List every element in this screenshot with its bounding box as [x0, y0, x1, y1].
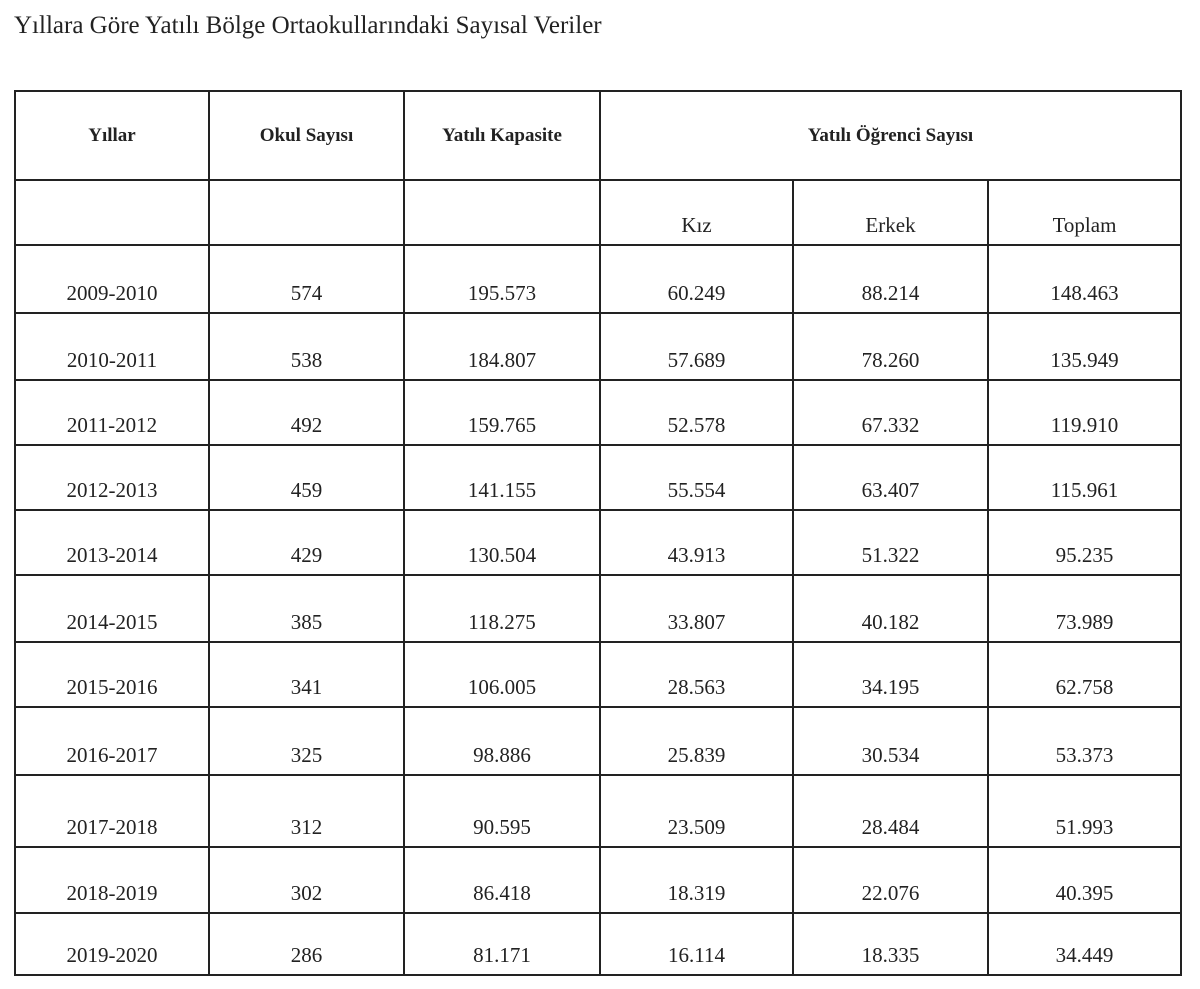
data-cell: 459: [208, 444, 405, 511]
subheader-row: Kız Erkek Toplam: [14, 179, 1182, 246]
subheader-cell: Kız: [599, 179, 794, 246]
empty-cell: [14, 179, 210, 246]
data-cell: 130.504: [403, 509, 601, 576]
header-cell: Yatılı Kapasite: [403, 90, 601, 181]
header-cell: Yıllar: [14, 90, 210, 181]
data-cell: 88.214: [792, 244, 989, 314]
data-cell: 2019-2020: [14, 912, 210, 976]
data-cell: 135.949: [987, 312, 1182, 381]
data-cell: 148.463: [987, 244, 1182, 314]
data-cell: 2016-2017: [14, 706, 210, 776]
header-row: Yıllar Okul Sayısı Yatılı Kapasite Yatılı Ö…: [14, 90, 1182, 181]
data-cell: 118.275: [403, 574, 601, 643]
data-row: 2014-2015 385 118.275 33.807 40.182 73.989: [14, 574, 1182, 643]
header-cell: Okul Sayısı: [208, 90, 405, 181]
data-cell: 286: [208, 912, 405, 976]
data-cell: 33.807: [599, 574, 794, 643]
data-cell: 34.449: [987, 912, 1182, 976]
data-cell: 2013-2014: [14, 509, 210, 576]
data-cell: 385: [208, 574, 405, 643]
table-title: Yıllara Göre Yatılı Bölge Ortaokullarınd…: [14, 12, 602, 39]
data-cell: 78.260: [792, 312, 989, 381]
data-row: 2012-2013 459 141.155 55.554 63.407 115.961: [14, 444, 1182, 511]
data-row: 2009-2010 574 195.573 60.249 88.214 148.463: [14, 244, 1182, 314]
data-cell: 18.319: [599, 846, 794, 914]
data-cell: 86.418: [403, 846, 601, 914]
data-cell: 90.595: [403, 774, 601, 848]
subheader-cell: Erkek: [792, 179, 989, 246]
data-cell: 312: [208, 774, 405, 848]
data-cell: 2011-2012: [14, 379, 210, 446]
data-cell: 23.509: [599, 774, 794, 848]
data-cell: 53.373: [987, 706, 1182, 776]
data-cell: 302: [208, 846, 405, 914]
data-cell: 51.322: [792, 509, 989, 576]
data-cell: 141.155: [403, 444, 601, 511]
data-cell: 184.807: [403, 312, 601, 381]
data-row: 2019-2020 286 81.171 16.114 18.335 34.449: [14, 912, 1182, 976]
data-cell: 62.758: [987, 641, 1182, 708]
data-cell: 429: [208, 509, 405, 576]
data-cell: 55.554: [599, 444, 794, 511]
data-cell: 106.005: [403, 641, 601, 708]
data-row: 2018-2019 302 86.418 18.319 22.076 40.395: [14, 846, 1182, 914]
data-cell: 2014-2015: [14, 574, 210, 643]
data-cell: 2017-2018: [14, 774, 210, 848]
data-row: 2016-2017 325 98.886 25.839 30.534 53.373: [14, 706, 1182, 776]
data-cell: 63.407: [792, 444, 989, 511]
empty-cell: [208, 179, 405, 246]
header-cell: Yatılı Öğrenci Sayısı: [599, 90, 1182, 181]
data-cell: 2009-2010: [14, 244, 210, 314]
data-cell: 2012-2013: [14, 444, 210, 511]
data-cell: 2010-2011: [14, 312, 210, 381]
data-cell: 325: [208, 706, 405, 776]
data-cell: 28.563: [599, 641, 794, 708]
data-cell: 40.395: [987, 846, 1182, 914]
data-cell: 67.332: [792, 379, 989, 446]
data-row: 2015-2016 341 106.005 28.563 34.195 62.758: [14, 641, 1182, 708]
data-cell: 30.534: [792, 706, 989, 776]
data-cell: 34.195: [792, 641, 989, 708]
subheader-cell: Toplam: [987, 179, 1182, 246]
data-cell: 81.171: [403, 912, 601, 976]
data-cell: 57.689: [599, 312, 794, 381]
data-cell: 492: [208, 379, 405, 446]
data-cell: 159.765: [403, 379, 601, 446]
data-cell: 28.484: [792, 774, 989, 848]
table-body: Yıllar Okul Sayısı Yatılı Kapasite Yatılı Ö…: [14, 90, 1182, 976]
data-cell: 538: [208, 312, 405, 381]
data-cell: 2015-2016: [14, 641, 210, 708]
data-cell: 73.989: [987, 574, 1182, 643]
data-row: 2017-2018 312 90.595 23.509 28.484 51.993: [14, 774, 1182, 848]
data-cell: 341: [208, 641, 405, 708]
data-cell: 43.913: [599, 509, 794, 576]
data-cell: 16.114: [599, 912, 794, 976]
data-cell: 119.910: [987, 379, 1182, 446]
data-cell: 195.573: [403, 244, 601, 314]
data-cell: 40.182: [792, 574, 989, 643]
data-cell: 115.961: [987, 444, 1182, 511]
data-cell: 51.993: [987, 774, 1182, 848]
data-row: 2011-2012 492 159.765 52.578 67.332 119.910: [14, 379, 1182, 446]
data-row: 2010-2011 538 184.807 57.689 78.260 135.949: [14, 312, 1182, 381]
data-cell: 22.076: [792, 846, 989, 914]
data-cell: 52.578: [599, 379, 794, 446]
data-table: Yıllar Okul Sayısı Yatılı Kapasite Yatılı Ö…: [14, 90, 1182, 976]
data-cell: 18.335: [792, 912, 989, 976]
data-cell: 98.886: [403, 706, 601, 776]
data-cell: 574: [208, 244, 405, 314]
data-row: 2013-2014 429 130.504 43.913 51.322 95.235: [14, 509, 1182, 576]
data-cell: 25.839: [599, 706, 794, 776]
data-cell: 2018-2019: [14, 846, 210, 914]
data-cell: 60.249: [599, 244, 794, 314]
empty-cell: [403, 179, 601, 246]
data-cell: 95.235: [987, 509, 1182, 576]
